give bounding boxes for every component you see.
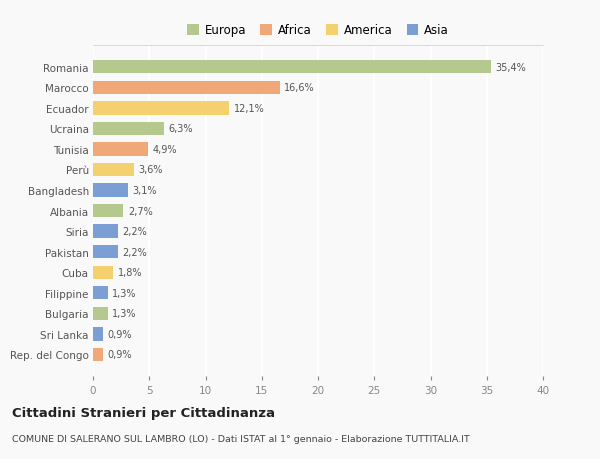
Bar [93, 286, 107, 300]
Bar [93, 102, 229, 115]
Bar [93, 225, 118, 238]
Text: 2,2%: 2,2% [122, 227, 147, 237]
Text: 0,9%: 0,9% [107, 329, 132, 339]
Bar [93, 246, 118, 259]
Text: COMUNE DI SALERANO SUL LAMBRO (LO) - Dati ISTAT al 1° gennaio - Elaborazione TUT: COMUNE DI SALERANO SUL LAMBRO (LO) - Dat… [12, 434, 470, 443]
Bar [93, 204, 124, 218]
Text: 0,9%: 0,9% [107, 350, 132, 360]
Text: 16,6%: 16,6% [284, 83, 315, 93]
Bar [93, 61, 491, 74]
Bar [93, 307, 107, 320]
Text: 1,3%: 1,3% [112, 309, 137, 319]
Text: 12,1%: 12,1% [233, 104, 265, 113]
Text: 6,3%: 6,3% [169, 124, 193, 134]
Bar [93, 328, 103, 341]
Text: 1,8%: 1,8% [118, 268, 142, 278]
Bar [93, 81, 280, 95]
Text: 35,4%: 35,4% [496, 62, 527, 73]
Text: 2,2%: 2,2% [122, 247, 147, 257]
Text: 2,7%: 2,7% [128, 206, 152, 216]
Bar [93, 266, 113, 280]
Bar [93, 163, 133, 177]
Legend: Europa, Africa, America, Asia: Europa, Africa, America, Asia [182, 20, 454, 42]
Bar [93, 348, 103, 361]
Bar [93, 143, 148, 156]
Text: Cittadini Stranieri per Cittadinanza: Cittadini Stranieri per Cittadinanza [12, 406, 275, 419]
Text: 3,1%: 3,1% [133, 185, 157, 196]
Bar [93, 184, 128, 197]
Text: 1,3%: 1,3% [112, 288, 137, 298]
Text: 4,9%: 4,9% [152, 145, 177, 155]
Text: 3,6%: 3,6% [138, 165, 163, 175]
Bar [93, 123, 164, 136]
